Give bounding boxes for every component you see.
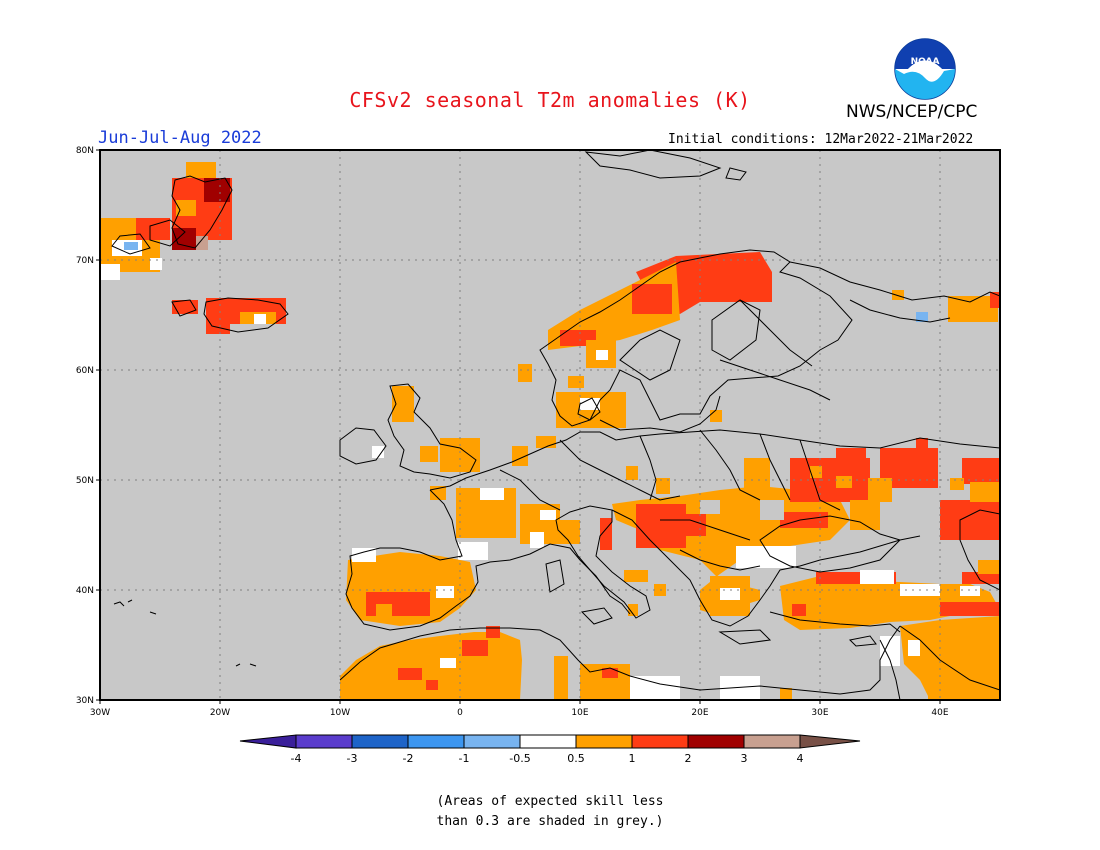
region-scandinavia xyxy=(548,252,1000,368)
region-north-africa xyxy=(340,626,792,700)
colorbar-label: -2 xyxy=(403,752,414,765)
colorbar xyxy=(239,734,861,749)
lon-tick-label: 40E xyxy=(931,708,948,718)
coastlines xyxy=(111,150,1000,700)
lat-tick-label: 70N xyxy=(76,256,94,266)
anomaly-shading xyxy=(100,162,1000,700)
colorbar-segment xyxy=(631,734,689,749)
lon-ticks xyxy=(99,700,941,704)
map-title: CFSv2 seasonal T2m anomalies (K) xyxy=(349,88,751,112)
footnote-line-2: than 0.3 are shaded in grey.) xyxy=(436,814,664,829)
anomaly-map: 80N 70N 60N 50N 40N 30N 30W 20W 10W 0 10… xyxy=(76,146,1001,765)
initial-conditions-label: Initial conditions: 12Mar2022-21Mar2022 xyxy=(668,132,974,147)
lon-axis-labels: 30W 20W 10W 0 10E 20E 30E 40E xyxy=(90,708,949,718)
colorbar-arrow-left xyxy=(239,734,297,749)
colorbar-label: -4 xyxy=(291,752,302,765)
skill-footnote: (Areas of expected skill less than 0.3 a… xyxy=(0,792,1100,832)
noaa-logo: NOAA xyxy=(894,38,956,100)
lon-tick-label: 20E xyxy=(691,708,708,718)
lon-tick-label: 30E xyxy=(811,708,828,718)
lat-tick-label: 30N xyxy=(76,696,94,706)
noaa-logo-text: NOAA xyxy=(911,57,940,67)
colorbar-segment xyxy=(575,734,633,749)
lat-tick-label: 60N xyxy=(76,366,94,376)
colorbar-segment xyxy=(407,734,465,749)
colorbar-segment xyxy=(519,734,577,749)
agency-label: NWS/NCEP/CPC xyxy=(846,102,978,122)
lat-axis-labels: 80N 70N 60N 50N 40N 30N xyxy=(76,146,94,706)
region-france xyxy=(430,486,612,560)
region-balkans xyxy=(612,458,850,616)
colorbar-segment xyxy=(743,734,801,749)
lat-tick-label: 50N xyxy=(76,476,94,486)
region-middle-east xyxy=(880,616,1000,700)
colorbar-label: 4 xyxy=(797,752,804,765)
colorbar-label: 3 xyxy=(741,752,748,765)
colorbar-label: -0.5 xyxy=(509,752,530,765)
colorbar-arrow-right xyxy=(799,734,861,749)
colorbar-label: -3 xyxy=(347,752,358,765)
lon-tick-label: 30W xyxy=(90,708,110,718)
lon-tick-label: 0 xyxy=(457,708,463,718)
lon-tick-label: 10E xyxy=(571,708,588,718)
region-greece xyxy=(710,576,750,616)
season-label: Jun-Jul-Aug 2022 xyxy=(98,128,262,148)
region-british-isles xyxy=(372,386,556,472)
map-frame xyxy=(99,149,1001,701)
lon-tick-label: 20W xyxy=(210,708,230,718)
colorbar-segment xyxy=(687,734,745,749)
region-iberia xyxy=(346,548,476,626)
colorbar-label: -1 xyxy=(459,752,470,765)
colorbar-segment xyxy=(295,734,353,749)
colorbar-label: 2 xyxy=(685,752,692,765)
colorbar-segment xyxy=(463,734,521,749)
colorbar-label: 1 xyxy=(629,752,636,765)
colorbar-segment xyxy=(351,734,409,749)
lat-ticks xyxy=(96,149,100,701)
region-east-greenland xyxy=(100,218,170,280)
colorbar-labels: -4 -3 -2 -1 -0.5 0.5 1 2 3 4 xyxy=(291,752,804,765)
grid-lines xyxy=(100,150,1000,700)
footnote-line-1: (Areas of expected skill less xyxy=(436,794,664,809)
lat-tick-label: 80N xyxy=(76,146,94,156)
colorbar-label: 0.5 xyxy=(567,752,585,765)
lat-tick-label: 40N xyxy=(76,586,94,596)
lon-tick-label: 10W xyxy=(330,708,350,718)
